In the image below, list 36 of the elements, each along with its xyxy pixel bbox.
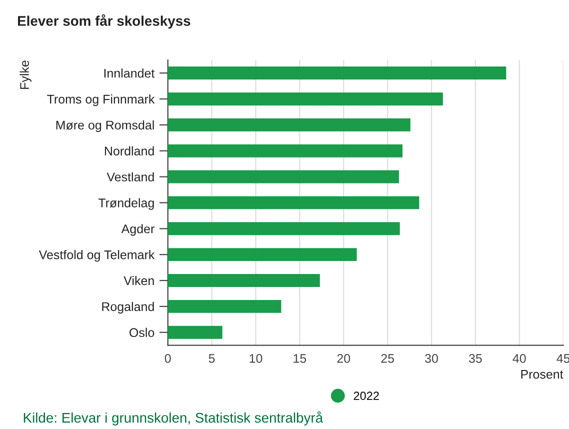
x-tick-label: 5 <box>208 354 215 363</box>
bar <box>168 248 357 262</box>
y-tick-label: Innlandet <box>104 68 155 78</box>
x-tick-label: 25 <box>381 354 394 363</box>
bar <box>168 300 282 313</box>
bar <box>168 326 222 339</box>
text: Kilde: Elevar i grunnskolen, Statistisk sentralbyrå <box>24 411 324 426</box>
x-tick-label: 10 <box>250 354 262 363</box>
y-tick-label: Troms og Finnmark <box>47 94 155 106</box>
x-axis-title: Prosent <box>521 370 564 379</box>
bar <box>168 92 443 106</box>
y-tick-label: Vestfold og Telemark <box>38 250 155 262</box>
x-tick-label: 20 <box>337 354 350 363</box>
chart-title: Elever som får skoleskyss <box>18 14 190 29</box>
bar <box>168 144 402 158</box>
y-tick-label: Agder <box>121 224 154 236</box>
y-tick-label: Møre og Romsdal <box>56 120 154 132</box>
bar <box>168 274 320 287</box>
bar <box>168 118 410 132</box>
bar <box>168 66 506 80</box>
legend-label: 2022 <box>354 392 379 400</box>
x-tick-label: 30 <box>425 354 438 363</box>
x-tick-label: 0 <box>164 354 171 363</box>
y-tick-label: Viken <box>124 276 154 286</box>
bar <box>168 222 400 236</box>
y-tick-label: Oslo <box>130 328 154 338</box>
bar <box>168 170 399 184</box>
y-tick-label: Trøndelag <box>98 198 154 210</box>
x-tick-label: 35 <box>468 354 482 363</box>
y-axis-title: Fylke <box>20 60 32 89</box>
bar <box>168 196 420 210</box>
x-tick-label: 40 <box>512 354 526 363</box>
y-tick-label: Nordland <box>104 146 154 156</box>
x-tick-label: 15 <box>294 354 306 363</box>
y-tick-label: Vestland <box>106 172 154 182</box>
y-tick-label: Rogaland <box>102 302 154 314</box>
